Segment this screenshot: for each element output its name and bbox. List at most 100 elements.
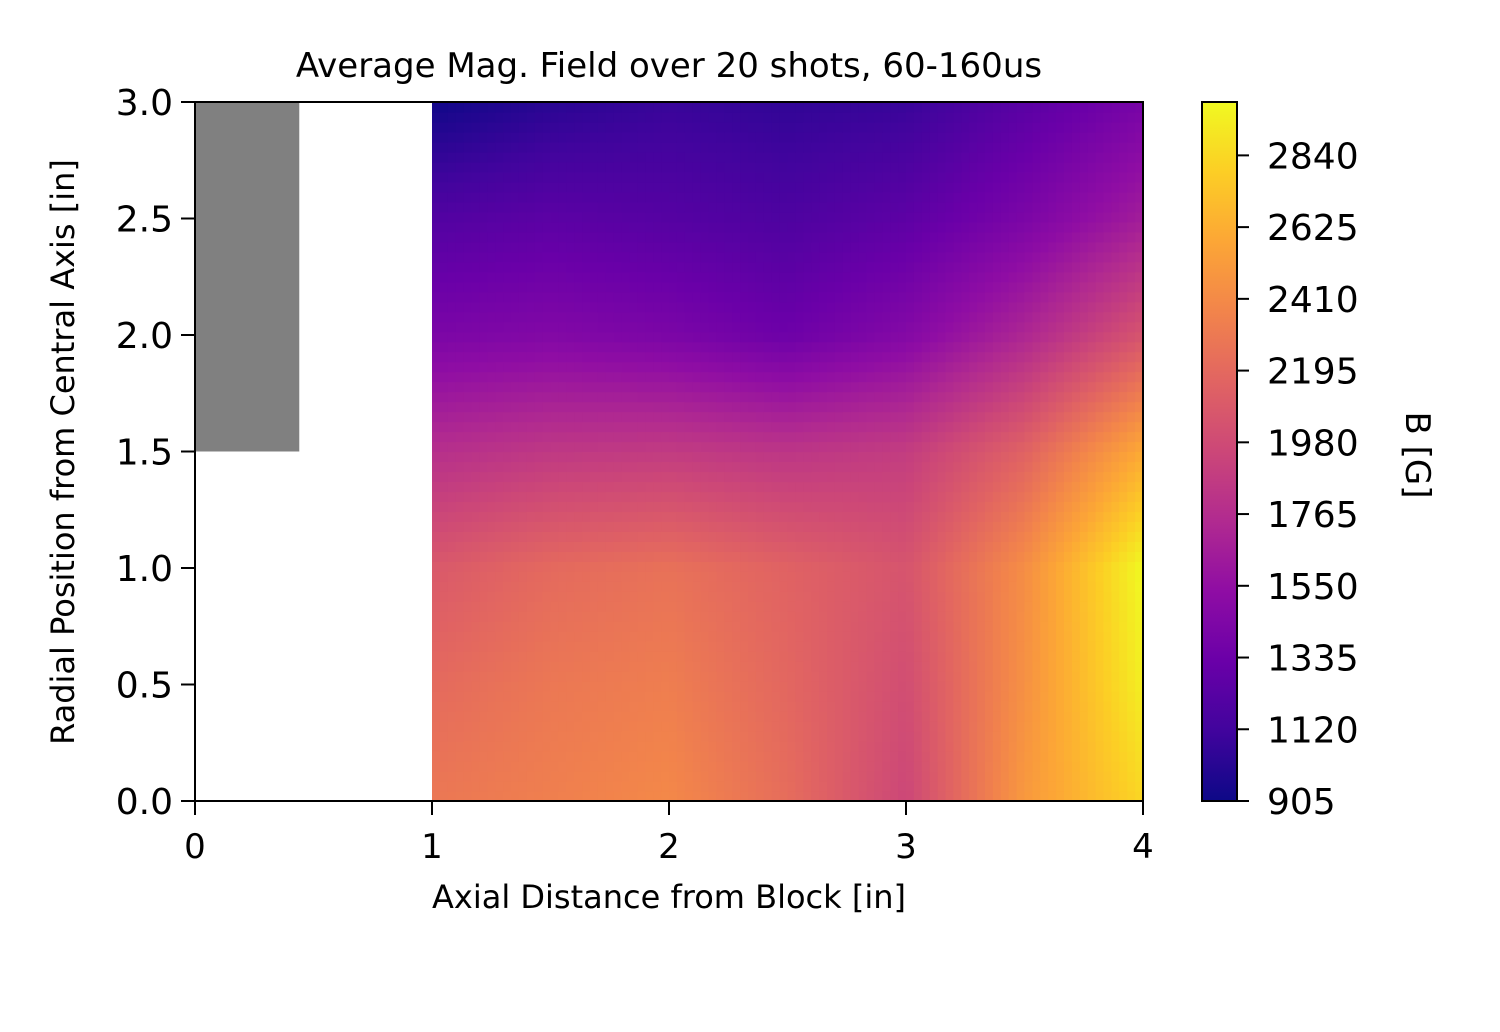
heatmap-cell xyxy=(977,331,986,343)
heatmap-cell xyxy=(977,361,986,373)
heatmap-cell xyxy=(503,361,512,373)
heatmap-cell xyxy=(755,151,765,163)
heatmap-cell xyxy=(566,621,575,632)
heatmap-cell xyxy=(479,741,488,752)
heatmap-cell xyxy=(582,261,591,273)
heatmap-cell xyxy=(890,271,899,283)
heatmap-cell xyxy=(858,481,868,493)
heatmap-cell xyxy=(534,211,544,223)
heatmap-cell xyxy=(613,781,623,792)
heatmap-cell xyxy=(700,531,710,542)
heatmap-cell xyxy=(613,581,623,592)
heatmap-cell xyxy=(590,321,599,333)
heatmap-cell xyxy=(913,641,923,652)
heatmap-cell xyxy=(479,571,488,582)
heatmap-cell xyxy=(866,701,875,712)
heatmap-cell xyxy=(653,431,662,443)
heatmap-cell xyxy=(953,471,962,483)
heatmap-cell xyxy=(432,251,441,263)
heatmap-cell xyxy=(890,651,899,662)
heatmap-cell xyxy=(834,261,844,273)
heatmap-cell xyxy=(518,131,528,143)
heatmap-cell xyxy=(866,651,875,662)
heatmap-cell xyxy=(542,591,552,602)
heatmap-cell xyxy=(977,751,986,762)
heatmap-cell xyxy=(518,731,528,742)
heatmap-cell xyxy=(447,781,457,792)
heatmap-cell xyxy=(858,231,868,243)
heatmap-cell xyxy=(684,331,694,343)
heatmap-cell xyxy=(953,661,962,672)
heatmap-cell xyxy=(708,331,717,343)
heatmap-cell xyxy=(811,561,820,572)
heatmap-cell xyxy=(550,711,559,722)
heatmap-cell xyxy=(985,331,994,343)
heatmap-cell xyxy=(661,351,670,363)
heatmap-cell xyxy=(803,191,812,203)
heatmap-cell xyxy=(605,331,615,343)
heatmap-cell xyxy=(929,511,939,522)
heatmap-cell xyxy=(834,721,844,732)
heatmap-cell xyxy=(842,721,852,732)
heatmap-cell xyxy=(574,441,583,453)
heatmap-cell xyxy=(582,251,591,263)
heatmap-cell xyxy=(574,361,583,373)
heatmap-cell xyxy=(906,781,915,792)
heatmap-cell xyxy=(605,511,615,522)
heatmap-cell xyxy=(613,381,623,393)
heatmap-cell xyxy=(518,681,528,692)
heatmap-cell xyxy=(874,791,883,802)
heatmap-cell xyxy=(439,111,449,123)
heatmap-cell xyxy=(929,551,939,562)
heatmap-cell xyxy=(985,261,994,273)
heatmap-cell xyxy=(819,761,828,772)
heatmap-cell xyxy=(882,391,891,403)
heatmap-cell xyxy=(708,231,717,243)
heatmap-cell xyxy=(503,601,512,612)
heatmap-cell xyxy=(929,491,939,503)
heatmap-cell xyxy=(842,271,852,283)
heatmap-cell xyxy=(882,591,891,602)
heatmap-cell xyxy=(471,711,480,722)
heatmap-cell xyxy=(676,451,686,463)
heatmap-cell xyxy=(779,331,789,343)
heatmap-cell xyxy=(495,691,504,702)
heatmap-cell xyxy=(969,341,978,353)
heatmap-cell xyxy=(613,641,623,652)
heatmap-cell xyxy=(645,102,654,113)
heatmap-cell xyxy=(858,741,868,752)
heatmap-cell xyxy=(511,221,520,233)
heatmap-cell xyxy=(716,321,725,333)
heatmap-cell xyxy=(787,102,796,113)
heatmap-cell xyxy=(787,471,796,483)
heatmap-cell xyxy=(566,102,575,113)
heatmap-cell xyxy=(637,511,646,522)
heatmap-cell xyxy=(439,371,449,383)
heatmap-cell xyxy=(740,471,749,483)
heatmap-cell xyxy=(518,281,528,293)
heatmap-cell xyxy=(700,221,710,233)
heatmap-cell xyxy=(708,661,717,672)
heatmap-cell xyxy=(590,211,599,223)
heatmap-cell xyxy=(661,751,670,762)
heatmap-cell xyxy=(906,471,915,483)
heatmap-cell xyxy=(487,711,496,722)
heatmap-cell xyxy=(621,231,631,243)
heatmap-cell xyxy=(842,191,852,203)
heatmap-cell xyxy=(953,111,962,123)
heatmap-cell xyxy=(906,561,915,572)
heatmap-cell xyxy=(645,371,654,383)
heatmap-cell xyxy=(755,181,765,193)
heatmap-cell xyxy=(526,641,536,652)
heatmap-cell xyxy=(898,611,907,622)
heatmap-cell xyxy=(526,401,536,413)
heatmap-cell xyxy=(716,181,725,193)
heatmap-cell xyxy=(937,601,947,612)
heatmap-cell xyxy=(740,111,749,123)
heatmap-cell xyxy=(961,171,970,183)
heatmap-cell xyxy=(961,651,970,662)
heatmap-cell xyxy=(969,601,978,612)
heatmap-cell xyxy=(977,141,986,153)
heatmap-cell xyxy=(913,461,923,473)
heatmap-cell xyxy=(732,701,741,712)
